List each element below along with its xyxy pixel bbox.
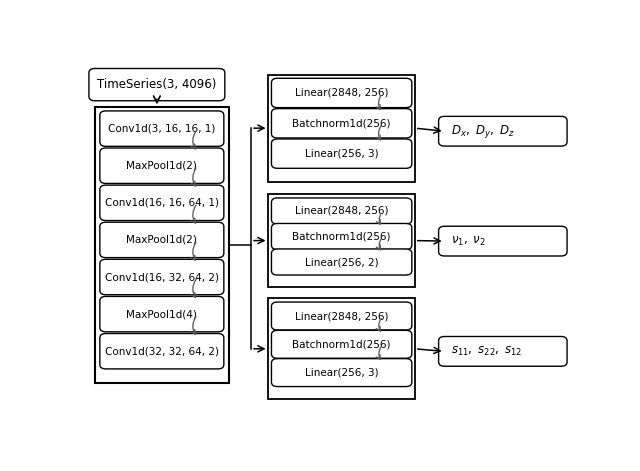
Text: Batchnorm1d(256): Batchnorm1d(256): [292, 118, 391, 128]
Text: Linear(256, 2): Linear(256, 2): [305, 257, 378, 267]
FancyBboxPatch shape: [271, 223, 412, 250]
FancyBboxPatch shape: [271, 330, 412, 358]
FancyBboxPatch shape: [271, 139, 412, 168]
Text: Batchnorm1d(256): Batchnorm1d(256): [292, 231, 391, 242]
Text: MaxPool1d(2): MaxPool1d(2): [127, 161, 197, 171]
Text: Conv1d(16, 16, 64, 1): Conv1d(16, 16, 64, 1): [105, 198, 219, 208]
FancyBboxPatch shape: [89, 68, 225, 101]
Bar: [269, 195, 415, 287]
Text: MaxPool1d(2): MaxPool1d(2): [127, 235, 197, 245]
FancyBboxPatch shape: [100, 296, 224, 332]
FancyBboxPatch shape: [100, 260, 224, 295]
Text: Linear(256, 3): Linear(256, 3): [305, 367, 378, 378]
FancyBboxPatch shape: [271, 78, 412, 107]
Text: Linear(2848, 256): Linear(2848, 256): [295, 311, 388, 321]
Text: Conv1d(16, 32, 64, 2): Conv1d(16, 32, 64, 2): [105, 272, 219, 282]
FancyBboxPatch shape: [271, 358, 412, 387]
Text: $D_x,\ D_y,\ D_z$: $D_x,\ D_y,\ D_z$: [451, 123, 515, 140]
Text: $\nu_1,\ \nu_2$: $\nu_1,\ \nu_2$: [451, 235, 486, 248]
Text: Linear(2848, 256): Linear(2848, 256): [295, 88, 388, 98]
FancyBboxPatch shape: [100, 222, 224, 258]
FancyBboxPatch shape: [100, 111, 224, 146]
Text: Conv1d(32, 32, 64, 2): Conv1d(32, 32, 64, 2): [105, 346, 219, 356]
FancyBboxPatch shape: [438, 226, 567, 256]
FancyBboxPatch shape: [100, 185, 224, 220]
FancyBboxPatch shape: [100, 333, 224, 369]
FancyBboxPatch shape: [271, 198, 412, 224]
FancyBboxPatch shape: [271, 109, 412, 138]
Text: Batchnorm1d(256): Batchnorm1d(256): [292, 339, 391, 349]
Bar: [269, 75, 415, 182]
FancyBboxPatch shape: [100, 148, 224, 183]
Text: Conv1d(3, 16, 16, 1): Conv1d(3, 16, 16, 1): [108, 123, 216, 134]
FancyBboxPatch shape: [438, 116, 567, 146]
Text: $s_{11},\ s_{22},\ s_{12}$: $s_{11},\ s_{22},\ s_{12}$: [451, 345, 522, 358]
Bar: [269, 299, 415, 399]
FancyBboxPatch shape: [271, 302, 412, 330]
FancyBboxPatch shape: [438, 336, 567, 366]
Text: Linear(2848, 256): Linear(2848, 256): [295, 206, 388, 216]
Text: Linear(256, 3): Linear(256, 3): [305, 149, 378, 159]
Text: MaxPool1d(4): MaxPool1d(4): [127, 309, 197, 319]
Text: TimeSeries(3, 4096): TimeSeries(3, 4096): [97, 78, 216, 91]
FancyBboxPatch shape: [271, 249, 412, 275]
Bar: [95, 107, 229, 383]
